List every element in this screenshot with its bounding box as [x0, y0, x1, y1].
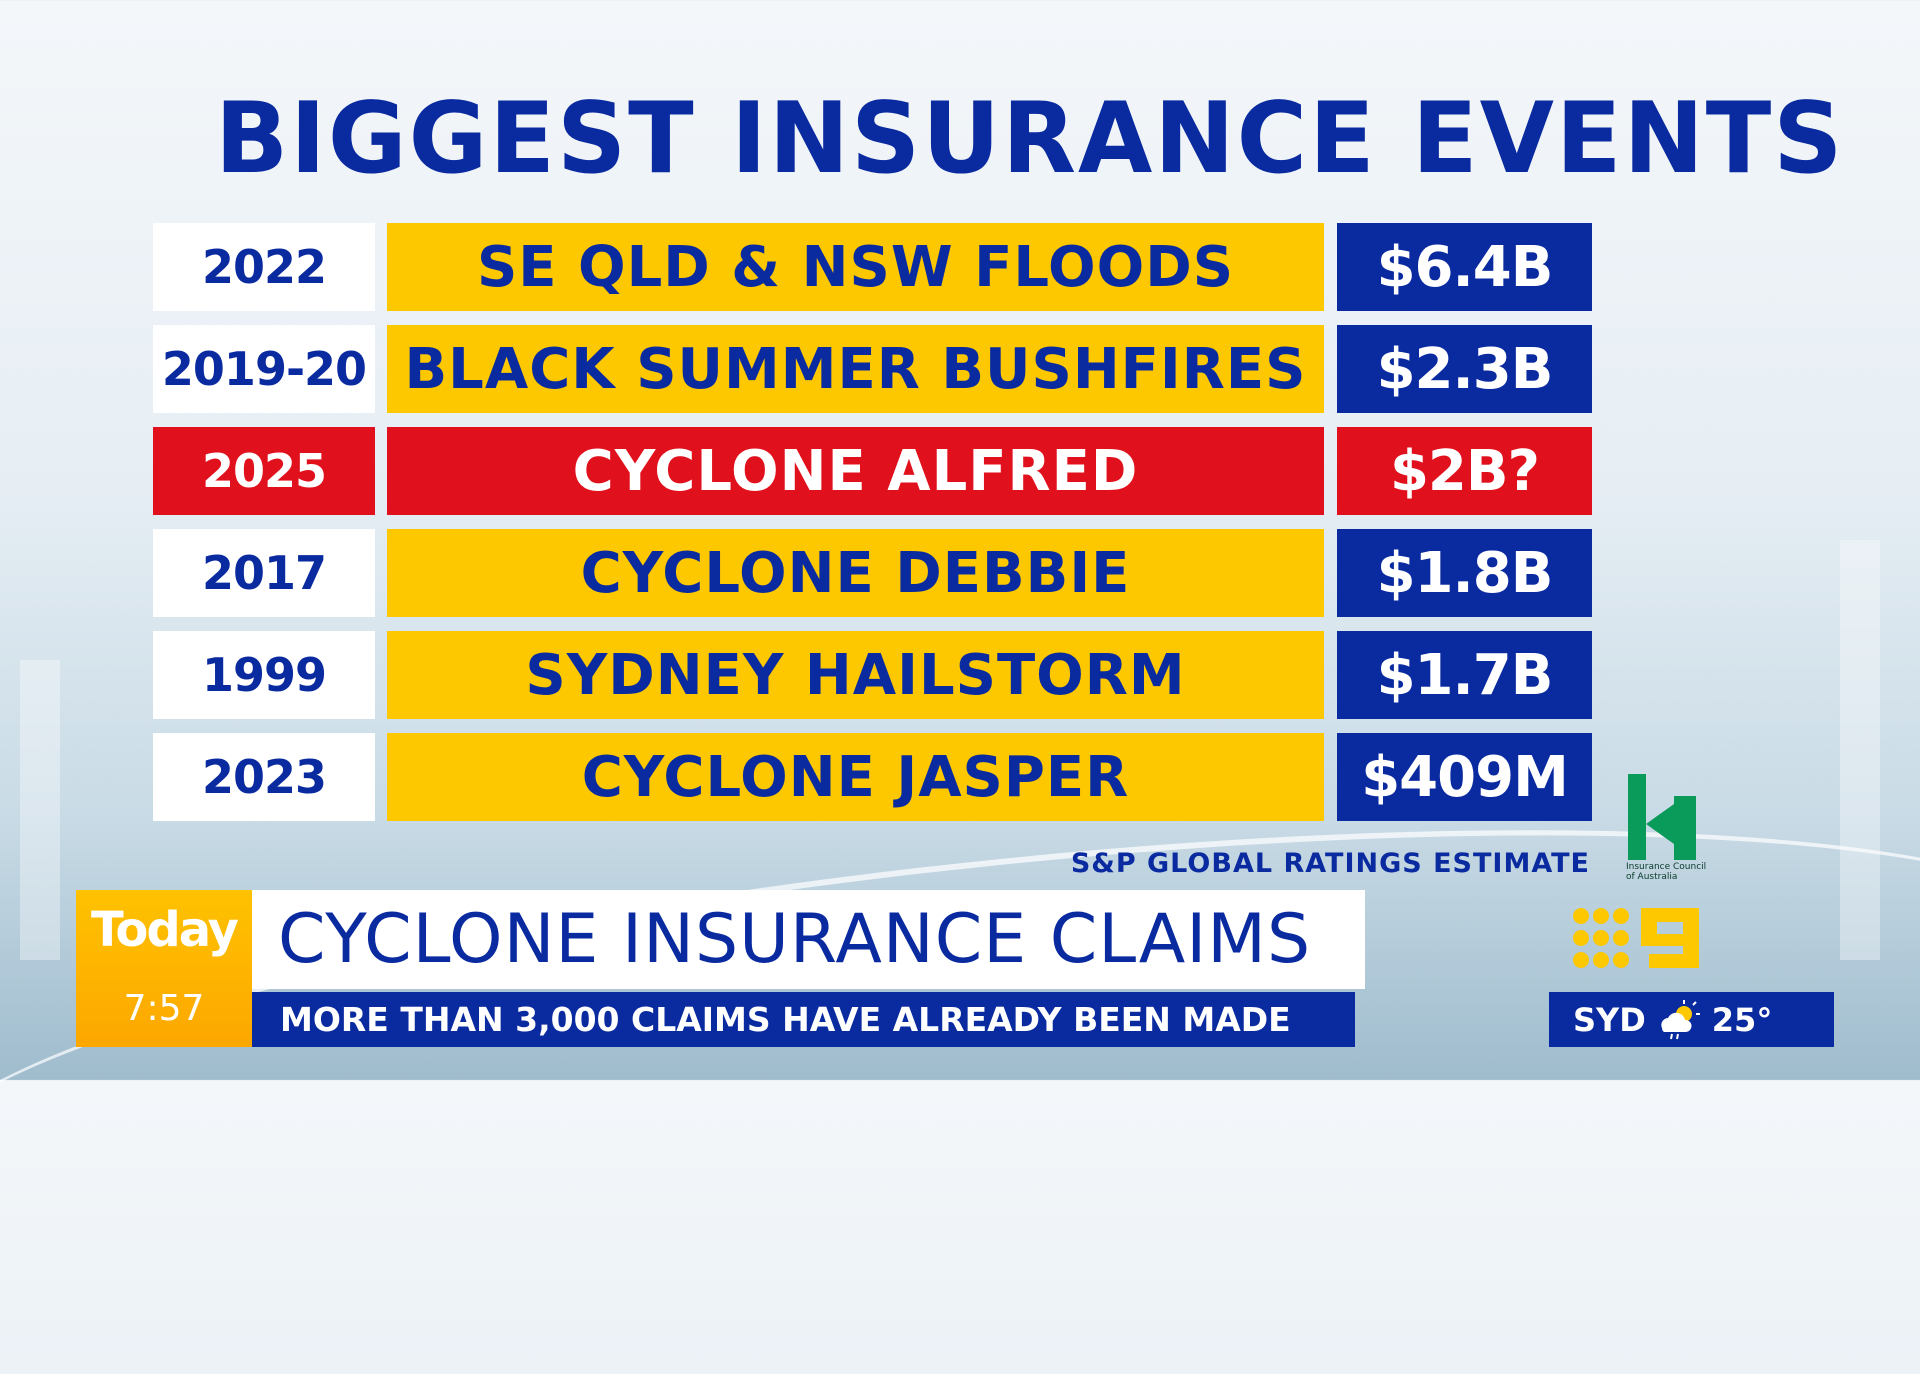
clock-time: 7:57	[123, 988, 205, 1029]
value-cell: $1.8B	[1337, 529, 1592, 617]
value-cell: $2.3B	[1337, 325, 1592, 413]
today-logo: Today	[91, 902, 239, 958]
event-cell: BLACK SUMMER BUSHFIRES	[387, 325, 1324, 413]
event-cell: CYCLONE DEBBIE	[387, 529, 1324, 617]
channel-nine-logo	[1573, 908, 1699, 968]
year-cell: 1999	[153, 631, 375, 719]
page-title: BIGGEST INSURANCE EVENTS	[215, 82, 1845, 196]
subheadline: MORE THAN 3,000 CLAIMS HAVE ALREADY BEEN…	[252, 992, 1355, 1047]
event-cell: SE QLD & NSW FLOODS	[387, 223, 1324, 311]
weather-temp: 25°	[1711, 1000, 1773, 1039]
source-credit: S&P GLOBAL RATINGS ESTIMATE	[1070, 848, 1590, 879]
year-cell: 2022	[153, 223, 375, 311]
ica-logo-text: Insurance Council of Australia	[1626, 862, 1707, 882]
partly-cloudy-rain-icon	[1661, 999, 1700, 1039]
value-cell: $409M	[1337, 733, 1592, 821]
year-cell: 2017	[153, 529, 375, 617]
weather-city: SYD	[1573, 1000, 1646, 1039]
weather-widget: SYD 25°	[1549, 992, 1834, 1047]
value-cell: $1.7B	[1337, 631, 1592, 719]
headline: CYCLONE INSURANCE CLAIMS	[252, 890, 1365, 989]
year-cell: 2019-20	[153, 325, 375, 413]
event-cell: SYDNEY HAILSTORM	[387, 631, 1324, 719]
event-cell: CYCLONE JASPER	[387, 733, 1324, 821]
value-cell: $6.4B	[1337, 223, 1592, 311]
background-bar	[1840, 540, 1880, 960]
ica-k-icon	[1628, 774, 1696, 860]
year-cell: 2023	[153, 733, 375, 821]
value-cell: $2B?	[1337, 427, 1592, 515]
insurance-council-logo: Insurance Council of Australia	[1626, 774, 1716, 886]
year-cell: 2025	[153, 427, 375, 515]
background-bar	[20, 660, 60, 960]
event-cell: CYCLONE ALFRED	[387, 427, 1324, 515]
today-show-badge: Today 7:57	[76, 890, 252, 1047]
